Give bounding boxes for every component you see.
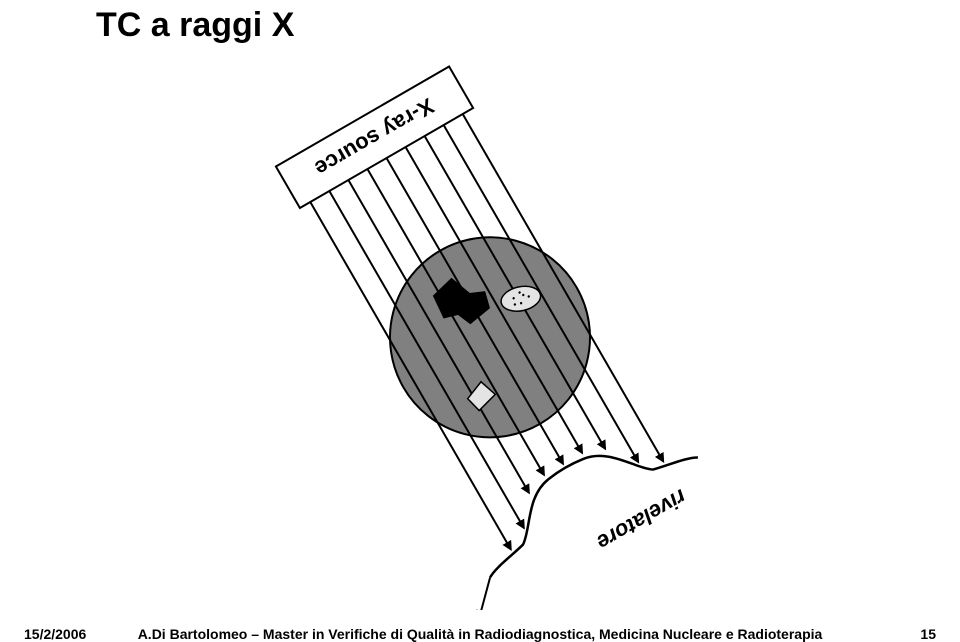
detector-label: rivelatore: [592, 484, 690, 555]
footer-text: A.Di Bartolomeo – Master in Verifiche di…: [0, 626, 960, 642]
footer-page: 15: [920, 626, 936, 642]
ct-diagram: X-ray sourcerivelatore: [200, 30, 760, 610]
